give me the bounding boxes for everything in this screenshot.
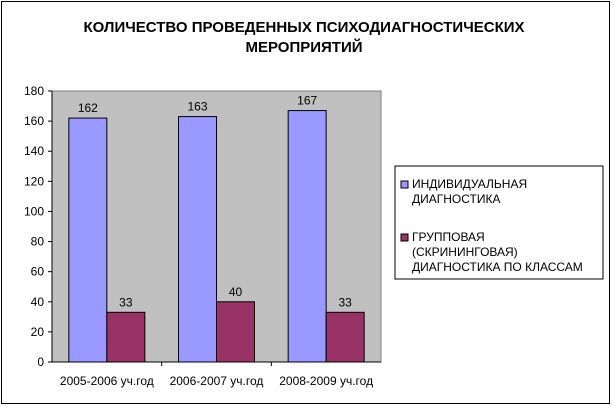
- y-tick-label: 180: [24, 84, 44, 98]
- y-tick-label: 120: [24, 174, 44, 188]
- legend-label: ДИАГНОСТИКА ПО КЛАССАМ: [412, 260, 583, 274]
- x-category-label: 2005-2006 уч.год: [60, 374, 154, 388]
- y-tick-label: 80: [31, 235, 45, 249]
- chart-title-line-1: КОЛИЧЕСТВО ПРОВЕДЕННЫХ ПСИХОДИАГНОСТИЧЕС…: [83, 19, 524, 36]
- bar-value-label: 167: [297, 94, 317, 108]
- bar-value-label: 33: [338, 295, 352, 309]
- bar-individual: [287, 110, 327, 363]
- bar-group: [106, 311, 146, 363]
- x-category-label: 2006-2007 уч.год: [170, 374, 264, 388]
- legend-box: [394, 165, 604, 280]
- legend-label: ГРУППОВАЯ: [412, 230, 485, 244]
- bar-value-label: 162: [78, 101, 98, 115]
- y-tick-label: 20: [31, 325, 45, 339]
- y-tick-label: 140: [24, 144, 44, 158]
- bars: 162 33 163 40 167 33: [68, 94, 365, 363]
- y-tick-label: 40: [31, 295, 45, 309]
- y-tick-label: 160: [24, 114, 44, 128]
- bar-individual: [178, 116, 217, 363]
- legend-label: ДИАГНОСТИКА: [412, 192, 500, 206]
- bar-value-label: 33: [119, 295, 133, 309]
- bar-group: [325, 311, 365, 363]
- bar-value-label: 40: [229, 285, 243, 299]
- legend-swatch: [400, 180, 409, 189]
- y-axis: 0 20 40 60 80 100 120 140 160 180: [24, 84, 381, 369]
- legend-label: ИНДИВИДУАЛЬНАЯ: [412, 177, 527, 191]
- chart-title-line-2: МЕРОПРИЯТИЙ: [245, 38, 362, 56]
- y-tick-label: 0: [37, 355, 44, 369]
- category-labels: 2005-2006 уч.год 2006-2007 уч.год 2008-200…: [60, 362, 373, 388]
- bar-individual: [68, 117, 108, 363]
- legend-label: (СКРИНИНГОВАЯ): [412, 245, 518, 259]
- y-tick-label: 60: [31, 265, 45, 279]
- bar-value-label: 163: [187, 100, 207, 114]
- legend-swatch: [400, 233, 409, 242]
- bar-group: [216, 301, 255, 363]
- y-tick-label: 100: [24, 204, 44, 218]
- x-category-label: 2008-2009 уч.год: [279, 374, 373, 388]
